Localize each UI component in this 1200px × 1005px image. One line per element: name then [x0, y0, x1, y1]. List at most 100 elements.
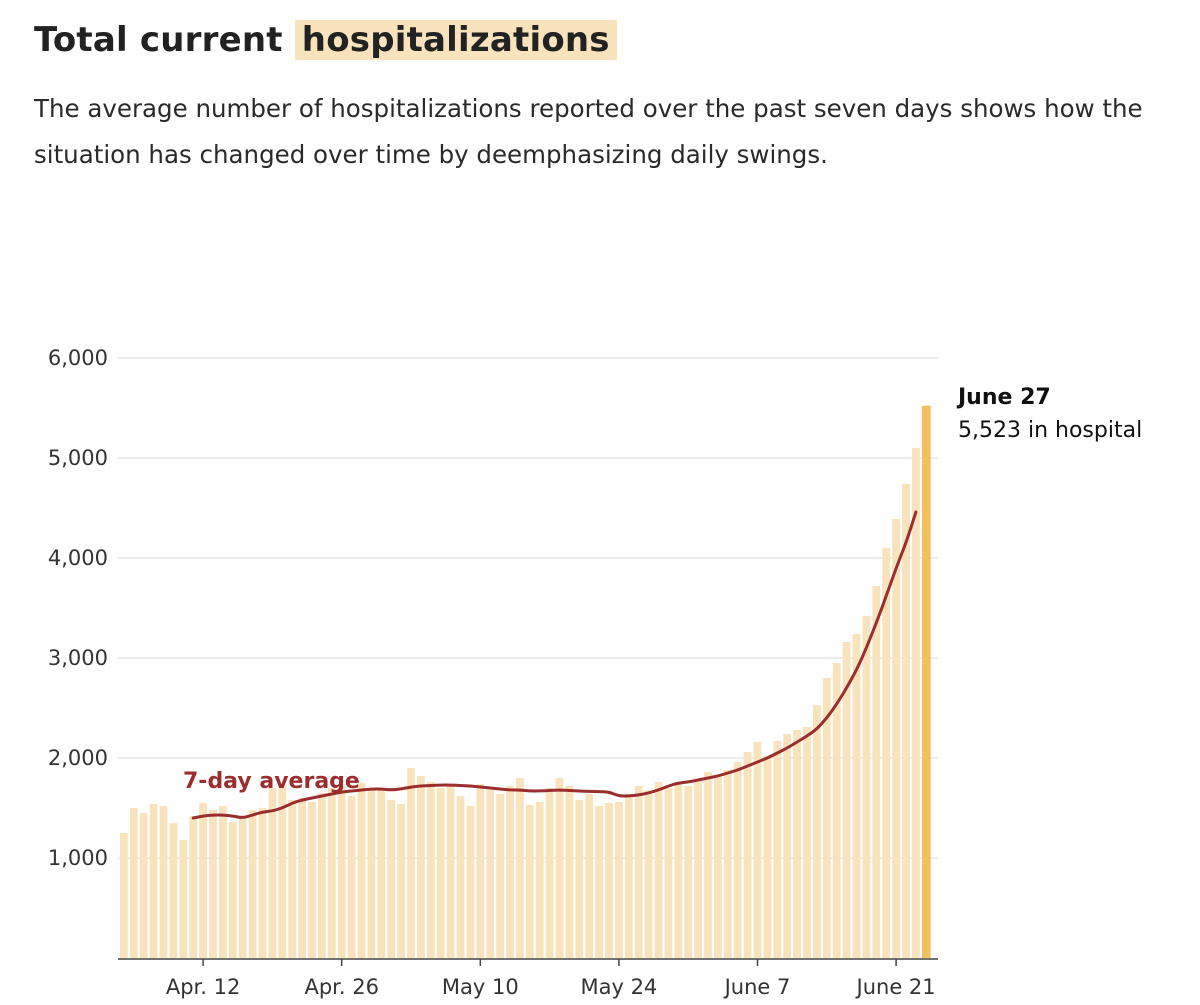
- bar: [149, 804, 158, 958]
- x-tick-label: Apr. 26: [304, 975, 378, 999]
- bar: [813, 705, 821, 958]
- bar: [129, 808, 138, 958]
- chart-title: Total current hospitalizations: [34, 14, 617, 66]
- y-tick-label: 1,000: [48, 846, 108, 870]
- bar: [743, 752, 752, 958]
- bar: [852, 634, 861, 958]
- bar: [506, 786, 514, 958]
- bar: [337, 786, 346, 958]
- bar: [327, 788, 336, 958]
- y-axis-tick-labels: 1,000 2,000 3,000 4,000 5,000 6,000: [48, 346, 108, 870]
- bar: [169, 823, 178, 958]
- bar: [308, 802, 316, 958]
- bar: [822, 678, 831, 958]
- bar: [417, 776, 425, 958]
- y-tick-label: 4,000: [48, 546, 108, 570]
- x-tick-label: May 24: [580, 975, 657, 999]
- bar: [476, 784, 485, 958]
- bar: [357, 783, 366, 958]
- bar: [704, 772, 712, 958]
- y-tick-label: 5,000: [48, 446, 108, 470]
- bar: [862, 616, 871, 958]
- bar: [179, 840, 188, 958]
- bar: [733, 762, 742, 958]
- title-prefix: Total current: [34, 20, 283, 60]
- bar: [318, 793, 326, 958]
- bar: [228, 822, 237, 958]
- seven-day-average-line: [191, 510, 918, 820]
- x-tick-label: June 21: [855, 975, 936, 999]
- bar: [783, 734, 792, 958]
- bar: [426, 782, 435, 958]
- chart-subtitle: The average number of hospitalizations r…: [34, 94, 1143, 169]
- bar: [912, 448, 920, 958]
- bar: [496, 794, 504, 958]
- bar: [525, 805, 534, 958]
- bar: [120, 833, 128, 958]
- seven-day-average-label: 7-day average: [183, 769, 360, 794]
- bar: [763, 756, 772, 958]
- bar: [842, 642, 851, 958]
- bar: [585, 794, 594, 958]
- bar: [882, 548, 891, 958]
- bar: [654, 782, 663, 958]
- bar: [486, 790, 495, 958]
- bar: [377, 790, 386, 958]
- bar: [407, 768, 415, 958]
- bar: [238, 816, 247, 958]
- bar: [753, 742, 762, 958]
- bar: [694, 780, 702, 958]
- bar: [723, 770, 732, 958]
- bar: [595, 806, 603, 958]
- bar: [159, 806, 168, 958]
- bar: [714, 775, 722, 958]
- x-tick-label: May 10: [442, 975, 519, 999]
- bar: [872, 586, 881, 958]
- bar: [209, 810, 217, 958]
- bar: [605, 803, 613, 958]
- title-highlight: hospitalizations: [294, 20, 617, 60]
- bar: [298, 798, 306, 958]
- latest-value-annotation: 5,523 in hospital: [958, 418, 1142, 443]
- bar: [219, 806, 227, 958]
- bar: [347, 796, 356, 958]
- bar: [902, 484, 910, 958]
- bar: [189, 816, 198, 958]
- bar: [278, 786, 287, 958]
- bar: [773, 741, 782, 958]
- y-tick-label: 6,000: [48, 346, 108, 370]
- bar: [555, 778, 564, 958]
- bar: [456, 796, 465, 958]
- bar: [387, 800, 396, 958]
- bar: [466, 806, 475, 958]
- x-axis: Apr. 12 Apr. 26 May 10 May 24 June 7 June 21: [118, 958, 938, 999]
- bar: [288, 800, 297, 958]
- y-tick-label: 3,000: [48, 646, 108, 670]
- bar: [644, 790, 653, 958]
- bar-latest: [921, 405, 931, 958]
- bar: [199, 803, 207, 958]
- bar: [436, 788, 445, 958]
- bar: [575, 800, 584, 958]
- latest-date-annotation: June 27: [956, 385, 1051, 410]
- bar: [545, 788, 554, 958]
- bar: [832, 663, 841, 958]
- x-tick-label: June 7: [723, 975, 791, 999]
- y-tick-label: 2,000: [48, 746, 108, 770]
- bar: [248, 810, 257, 958]
- bars: [120, 405, 931, 958]
- bar: [268, 788, 277, 958]
- x-tick-label: Apr. 12: [166, 975, 240, 999]
- bar: [565, 786, 574, 958]
- bar: [803, 727, 811, 958]
- bar: [258, 808, 267, 958]
- bar: [446, 784, 455, 958]
- bar: [793, 730, 801, 958]
- bar: [397, 804, 405, 958]
- bar: [684, 786, 693, 958]
- bar: [664, 788, 673, 958]
- bar: [674, 782, 683, 958]
- bar: [516, 778, 524, 958]
- bar: [634, 786, 643, 958]
